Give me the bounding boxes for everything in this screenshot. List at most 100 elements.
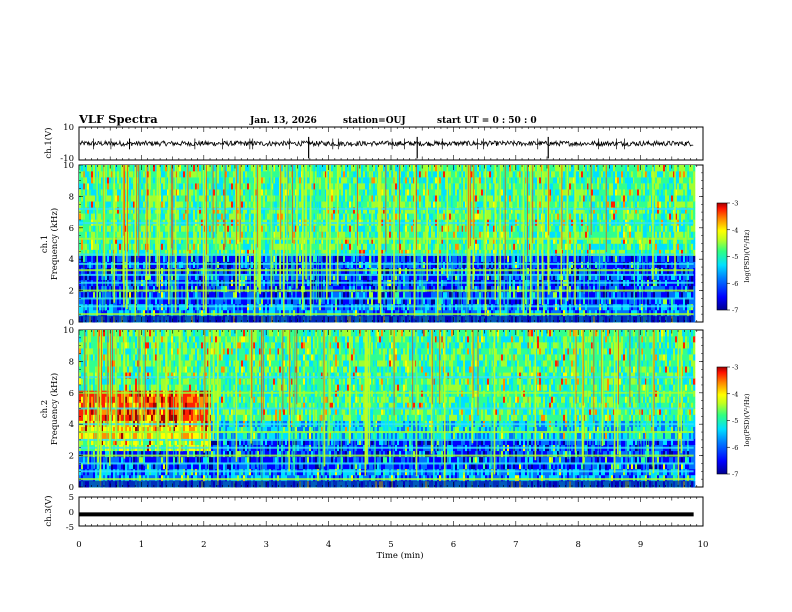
spec-cell — [85, 249, 88, 256]
spec-cell — [353, 165, 356, 172]
spec-cell — [333, 183, 336, 190]
spec-cell — [295, 189, 298, 196]
spec-cell — [193, 309, 196, 317]
spec-cell — [201, 249, 204, 256]
spec-cell — [313, 177, 316, 184]
spec-cell — [201, 243, 204, 250]
spec-cell — [289, 225, 292, 232]
spec-cell — [153, 309, 156, 317]
spec-cell — [357, 249, 360, 256]
spec-cell — [367, 189, 370, 196]
spec-cell — [313, 207, 316, 214]
spec-cell — [79, 225, 82, 232]
spec-cell — [169, 177, 172, 184]
spec-cell — [333, 249, 336, 256]
spec-cell — [367, 249, 370, 256]
spec-cell — [115, 165, 118, 172]
spec-cell — [99, 225, 102, 232]
spec-cell — [127, 237, 130, 244]
spec-cell — [237, 243, 240, 250]
spec-cell — [79, 177, 82, 184]
spec-cell — [405, 237, 408, 244]
spec-cell — [315, 309, 318, 317]
spec-cell — [443, 171, 446, 178]
spec-cell — [243, 195, 246, 202]
spec-cell — [285, 201, 288, 208]
spec-cell — [249, 297, 252, 305]
spec-cell — [399, 309, 402, 317]
spec-cell — [201, 291, 204, 299]
spec-cell — [381, 225, 384, 232]
spec-cell — [383, 237, 386, 244]
spec-cell — [129, 231, 132, 238]
spec-cell — [381, 291, 384, 299]
spec-cell — [319, 243, 322, 250]
spec-cell — [197, 165, 200, 172]
spec-cell — [155, 225, 158, 232]
spec-cell — [197, 297, 200, 305]
spec-cell — [97, 183, 100, 190]
spec-cell — [297, 309, 300, 317]
spec-cell — [281, 183, 284, 190]
spec-cell — [277, 201, 280, 208]
spec-cell — [251, 291, 254, 299]
spec-cell — [247, 201, 250, 208]
spec-cell — [233, 309, 236, 317]
spec-cell — [161, 189, 164, 196]
spec-cell — [405, 255, 408, 262]
spec-cell — [103, 285, 106, 293]
spec-cell — [311, 285, 314, 293]
spec-cell — [353, 291, 356, 299]
spec-cell — [261, 237, 264, 244]
spec-cell — [395, 255, 398, 262]
spec-cell — [161, 177, 164, 184]
spec-cell — [307, 189, 310, 196]
spec-cell — [277, 291, 280, 299]
spec-cell — [431, 243, 434, 250]
spec-cell — [89, 189, 92, 196]
spec-cell — [335, 201, 338, 208]
spec-cell — [295, 225, 298, 232]
spec-cell — [131, 309, 134, 317]
spec-cell — [87, 255, 90, 262]
spec-cell — [159, 291, 162, 299]
spec-cell — [367, 183, 370, 190]
spec-cell — [239, 309, 242, 317]
spec-cell — [107, 171, 110, 178]
spec-cell — [281, 225, 284, 232]
spec-cell — [273, 195, 276, 202]
spec-cell — [267, 249, 270, 256]
spec-cell — [237, 231, 240, 238]
spec-cell — [391, 309, 394, 317]
spec-cell — [353, 297, 356, 305]
spec-cell — [339, 309, 342, 317]
spec-cell — [147, 285, 150, 293]
spec-cell — [263, 201, 266, 208]
spec-cell — [401, 273, 404, 281]
spec-cell — [417, 243, 420, 250]
spec-cell — [391, 201, 394, 208]
spec-cell — [331, 243, 334, 250]
spec-cell — [177, 195, 180, 202]
spec-cell — [343, 207, 346, 214]
spec-cell — [329, 291, 332, 299]
spec-cell — [341, 243, 344, 250]
spec-cell — [425, 237, 428, 244]
spec-cell — [277, 213, 280, 220]
spec-cell — [419, 183, 422, 190]
spec-cell — [89, 255, 92, 262]
spec-cell — [343, 225, 346, 232]
spec-cell — [277, 207, 280, 214]
spec-cell — [327, 177, 330, 184]
spec-cell — [177, 189, 180, 196]
spec-cell — [251, 165, 254, 172]
spec-cell — [107, 165, 110, 172]
spec-cell — [365, 297, 368, 305]
spec-cell — [313, 201, 316, 208]
spec-cell — [225, 231, 228, 238]
spec-cell — [163, 225, 166, 232]
spec-cell — [127, 207, 130, 214]
spec-cell — [433, 207, 436, 214]
spec-cell — [173, 249, 176, 256]
spec-cell — [345, 285, 348, 293]
